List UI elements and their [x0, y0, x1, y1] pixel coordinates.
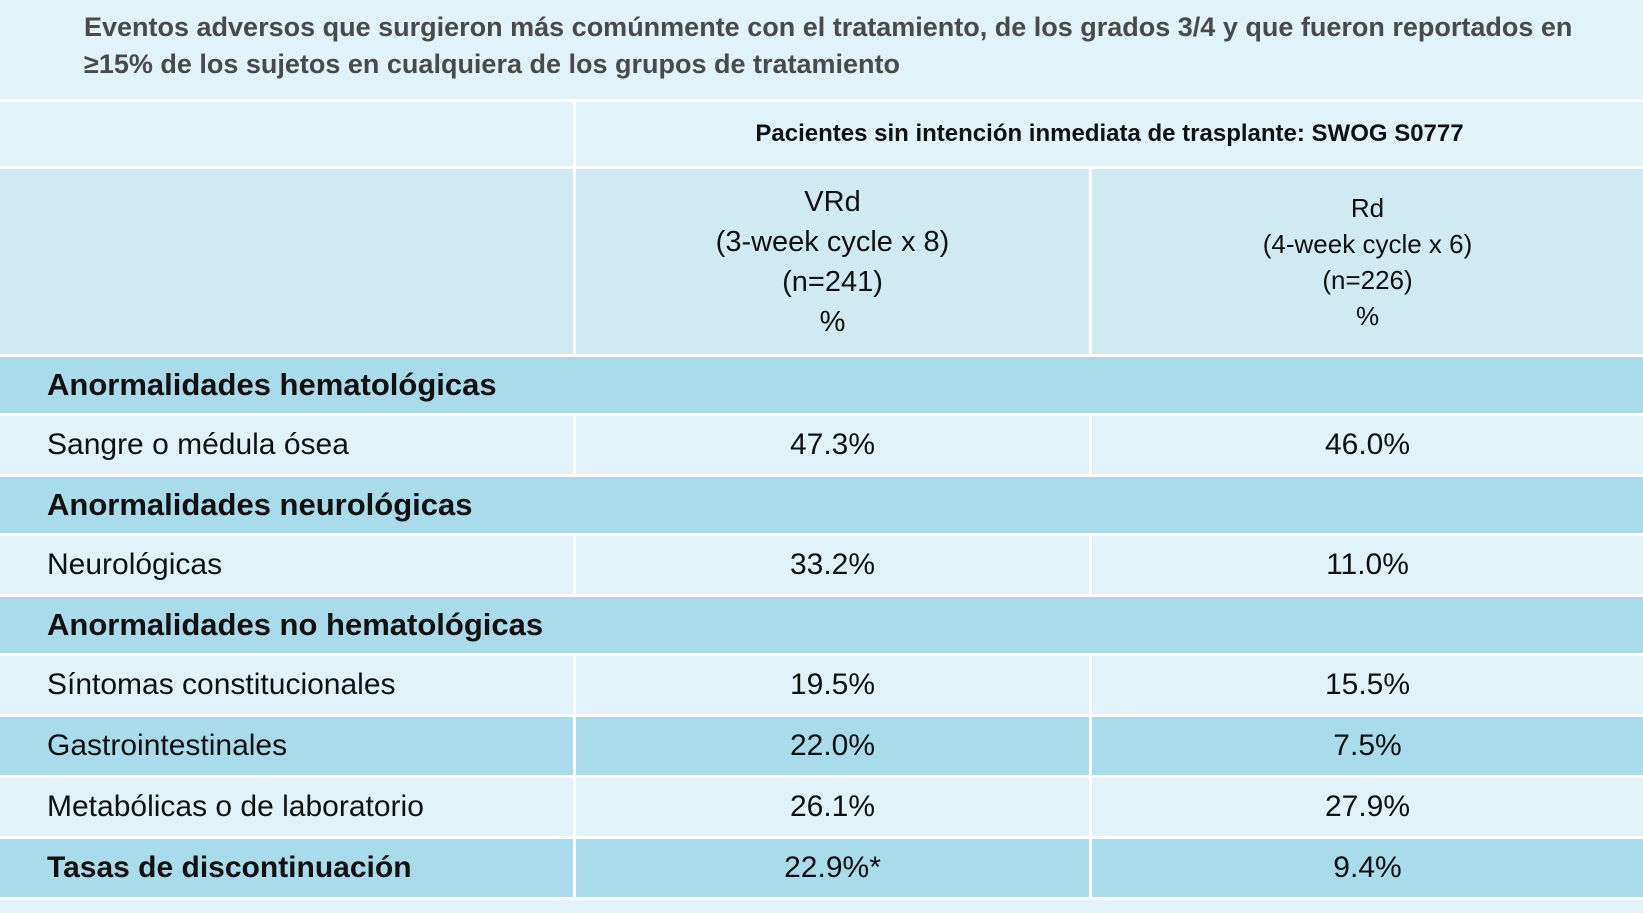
rd-value: 27.9%: [1324, 790, 1411, 823]
table-row: Metabólicas o de laboratorio 26.1% 27.9%: [0, 778, 1643, 839]
row-label: Síntomas constitucionales: [0, 656, 576, 714]
vrd-value: 19.5%: [576, 656, 1092, 714]
section-label: Anormalidades neurológicas: [47, 487, 473, 522]
vrd-value: 33.2%: [576, 536, 1092, 594]
vrd-value: 47.3%: [576, 416, 1092, 474]
column-name: VRd: [804, 185, 861, 218]
column-header-rd: Rd (4-week cycle x 6) (n=226) %: [1092, 169, 1643, 354]
table-title: Eventos adversos que surgieron más común…: [84, 12, 1573, 79]
column-cycle: (4-week cycle x 6): [1262, 228, 1473, 259]
row-label: Sangre o médula ósea: [0, 416, 576, 474]
row-label: Neurológicas: [0, 536, 576, 594]
vrd-value: 22.0%: [576, 717, 1092, 775]
section-row: Anormalidades no hematológicas: [0, 597, 1643, 656]
group-header: Pacientes sin intención inmediata de tra…: [755, 120, 1464, 147]
table-row: Neurológicas 33.2% 11.0%: [0, 536, 1643, 597]
rd-value: 46.0%: [1324, 428, 1411, 461]
table-row: Gastrointestinales 22.0% 7.5%: [0, 717, 1643, 778]
row-label: Tasas de discontinuación: [0, 839, 576, 897]
rd-value: 7.5%: [1333, 729, 1402, 762]
table-row: Tasas de discontinuación 22.9%* 9.4%: [0, 839, 1643, 900]
section-row: Anormalidades neurológicas: [0, 477, 1643, 536]
section-row: Anormalidades hematológicas: [0, 357, 1643, 416]
column-n: (n=241): [782, 265, 883, 298]
rd-value: 15.5%: [1324, 668, 1411, 701]
rd-value: 11.0%: [1326, 548, 1409, 581]
section-label: Anormalidades hematológicas: [47, 367, 497, 402]
section-label: Anormalidades no hematológicas: [47, 607, 544, 642]
column-name: Rd: [1350, 192, 1385, 223]
adverse-events-table: Pacientes sin intención inmediata de tra…: [0, 99, 1643, 900]
table-row: Sangre o médula ósea 47.3% 46.0%: [0, 416, 1643, 477]
empty-header-cell: [0, 102, 576, 166]
group-header-row: Pacientes sin intención inmediata de tra…: [0, 99, 1643, 169]
column-cycle: (3-week cycle x 8): [715, 225, 950, 258]
column-unit: %: [1355, 300, 1380, 331]
column-header-row: VRd (3-week cycle x 8) (n=241) % Rd (4-w…: [0, 169, 1643, 357]
column-unit: %: [819, 305, 846, 338]
column-n: (n=226): [1322, 264, 1413, 295]
column-header-vrd: VRd (3-week cycle x 8) (n=241) %: [576, 169, 1092, 354]
vrd-value: 26.1%: [576, 778, 1092, 836]
vrd-value: 22.9%*: [576, 839, 1092, 897]
empty-subheader-cell: [0, 169, 576, 354]
row-label: Metabólicas o de laboratorio: [0, 778, 576, 836]
row-label: Gastrointestinales: [0, 717, 576, 775]
rd-value: 9.4%: [1333, 851, 1402, 884]
table-row: Síntomas constitucionales 19.5% 15.5%: [0, 656, 1643, 717]
